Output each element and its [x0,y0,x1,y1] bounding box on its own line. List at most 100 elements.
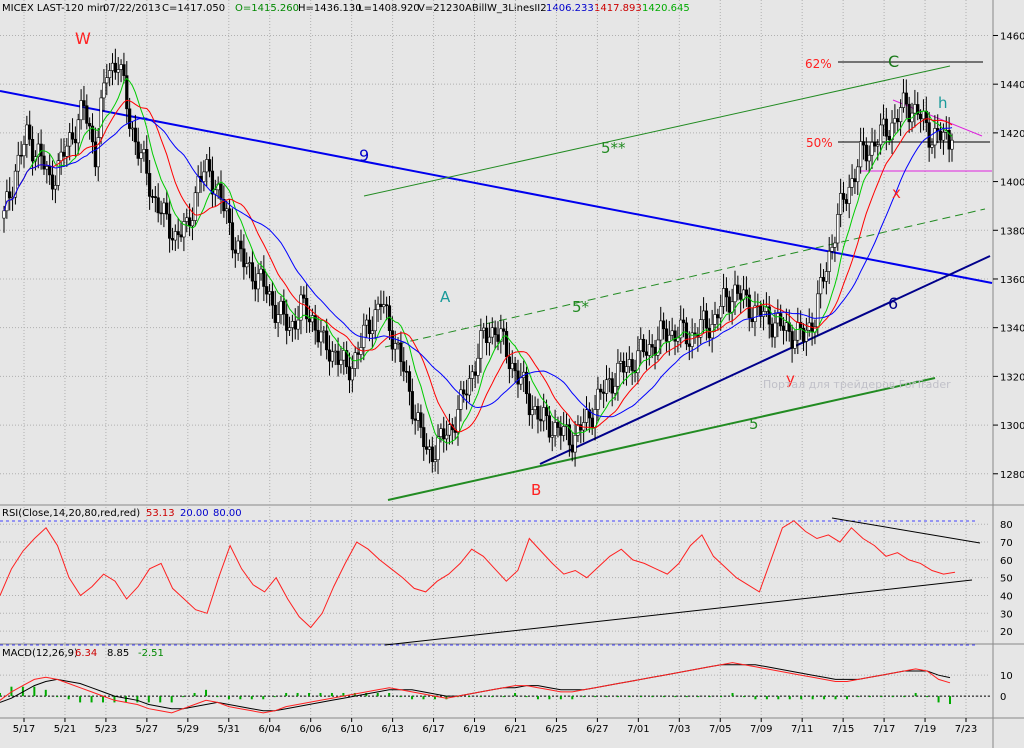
candle-body [105,77,109,84]
candle-body [136,141,140,159]
candle-body [287,327,292,331]
macd-hist-value: -2.51 [138,648,164,659]
y-tick-label: 1380 [1000,226,1024,237]
candle-body [316,329,320,343]
y-tick-label: 1420 [1000,129,1024,140]
candle-body [719,306,723,319]
macd-hist-bar [571,696,574,700]
candle-body [273,304,277,323]
candle-body [721,288,726,307]
macd-hist-bar [605,696,608,698]
candle-body [921,110,926,120]
candle-body [918,114,923,120]
candle-body [413,418,417,421]
x-tick-label: 7/15 [832,724,854,735]
rsi-tick-label: 80 [1000,520,1013,531]
macd-hist-bar [800,696,803,700]
candle-body [48,166,52,176]
candle-body [176,231,180,236]
candle-body [356,352,360,355]
candle-body [544,407,549,417]
watermark: Портал для трейдеров ForTrader [763,378,951,391]
macd-hist-bar [193,692,196,697]
macd-hist-bar [662,696,665,698]
indicator-value-3: 1420.645 [642,3,690,14]
candle-body [841,193,846,200]
candle-body [938,130,943,141]
candle-body [350,368,354,381]
candle-body [2,210,6,219]
candle-body [76,119,80,144]
trend-lines[interactable] [0,61,993,501]
macd-hist-bar [0,692,1,697]
ma-fast-line [3,77,953,444]
candle-body [442,428,446,440]
candle-body [781,325,786,331]
candle-body [499,328,503,342]
wave-annotations: W A B C h x y 9 6 5 5* 5** 62% 50% Порта… [75,29,951,499]
candle-body [590,417,594,428]
macd-hist-bar [708,696,711,698]
macd-hist-bar [548,696,551,700]
candle-body [170,238,175,241]
candle-body [245,263,249,268]
candle-body [219,183,223,200]
trendline-5-star[interactable] [384,208,986,348]
macd-hist-bar [674,696,677,698]
macd-hist-bar [170,696,173,703]
candle-body [881,118,886,126]
macd-hist-bar [399,696,402,698]
candle-body [727,296,731,313]
candle-body [370,330,374,335]
candle-body [185,217,189,222]
candle-body [850,178,854,188]
macd-hist-bar [296,692,299,697]
candle-body [482,327,486,331]
macd-hist-bar [136,696,139,703]
candle-body [844,199,848,204]
macd-hist-bar [891,696,894,698]
candle-body [524,371,529,395]
candle-body [827,251,831,272]
macd-hist-bar [697,696,700,698]
candle-body [887,135,891,141]
candle-body [667,334,671,342]
candle-body [619,360,623,364]
indicator-name: ABillW_3LinesII2 [465,3,547,14]
candle-body [282,300,286,315]
macd-hist-bar [44,689,47,697]
candle-body [196,175,200,194]
candle-body [56,160,60,186]
candle-body [153,196,157,199]
candlestick-series [2,48,954,475]
candle-body [913,104,917,114]
trendline-9[interactable] [0,90,993,284]
candle-body [622,360,626,373]
candle-body [816,293,820,328]
candle-body [819,277,823,295]
trendline-6[interactable] [539,255,991,465]
candle-body [233,249,237,254]
x-tick-label: 6/04 [259,724,281,735]
candle-body [110,62,115,71]
macd-panel: MACD(12,26,9) 6.34 8.85 -2.51 [0,648,951,714]
candle-body [165,202,169,215]
candle-body [276,314,280,323]
candle-body [493,327,497,335]
macd-hist-bar [880,696,883,698]
candle-body [904,92,908,105]
candle-body [784,322,788,331]
candle-body [484,327,489,343]
rsi-tick-label: 40 [1000,591,1013,602]
trendline-5-star-star[interactable] [363,65,951,197]
candle-body [859,141,863,168]
candle-body [513,362,517,372]
macd-hist-bar [239,696,242,700]
candle-body [556,422,560,428]
trendline-5[interactable] [387,377,936,501]
candle-body [407,371,412,392]
macd-hist-bar [159,696,162,703]
rsi-axis: 20 30 40 50 60 70 80 [1000,520,1013,638]
macd-hist-bar [411,696,414,700]
